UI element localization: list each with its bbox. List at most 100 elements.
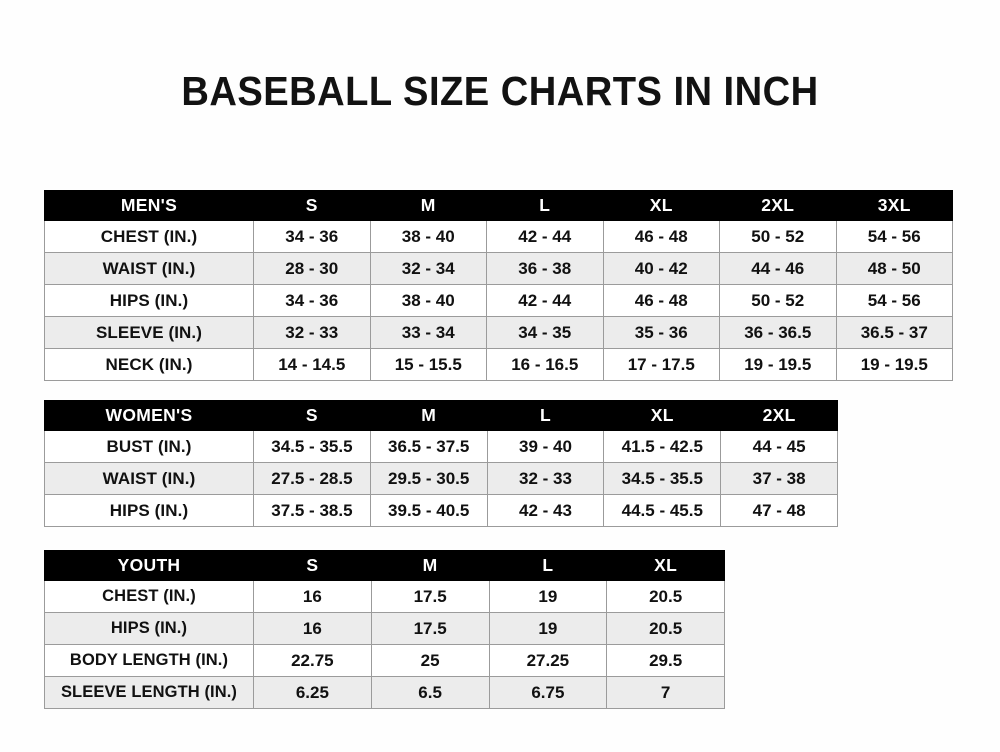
table-row: BODY LENGTH (IN.) 22.75 25 27.25 29.5 bbox=[44, 644, 725, 677]
womens-header-row: WOMEN'S S M L XL 2XL bbox=[44, 400, 838, 431]
womens-table-body: BUST (IN.) 34.5 - 35.5 36.5 - 37.5 39 - 40 4… bbox=[44, 430, 838, 527]
mens-measurement-value: 50 - 52 bbox=[719, 220, 837, 253]
youth-table-body: CHEST (IN.) 16 17.5 19 20.5 HIPS (IN.) 16 17.5 1… bbox=[44, 580, 725, 709]
youth-measurement-value: 22.75 bbox=[253, 644, 372, 677]
womens-measurement-value: 34.5 - 35.5 bbox=[253, 430, 371, 463]
mens-measurement-value: 14 - 14.5 bbox=[253, 348, 371, 381]
table-row: CHEST (IN.) 34 - 36 38 - 40 42 - 44 46 - 48 5… bbox=[44, 220, 953, 253]
womens-measurement-value: 39.5 - 40.5 bbox=[369, 494, 488, 527]
mens-measurement-value: 16 - 16.5 bbox=[486, 348, 604, 381]
youth-measurement-value: 17.5 bbox=[370, 580, 490, 613]
youth-measurement-label: HIPS (IN.) bbox=[44, 612, 254, 645]
womens-measurement-label: BUST (IN.) bbox=[44, 430, 254, 463]
womens-measurement-value: 37.5 - 38.5 bbox=[253, 494, 371, 527]
youth-measurement-label: BODY LENGTH (IN.) bbox=[44, 644, 254, 677]
mens-measurement-value: 19 - 19.5 bbox=[719, 348, 837, 381]
youth-measurement-value: 25 bbox=[370, 644, 490, 677]
mens-measurement-value: 32 - 33 bbox=[253, 316, 371, 349]
womens-size-header-s: S bbox=[253, 400, 371, 431]
womens-measurement-value: 42 - 43 bbox=[486, 494, 605, 527]
mens-measurement-value: 46 - 48 bbox=[602, 220, 720, 253]
mens-measurement-label: SLEEVE (IN.) bbox=[44, 316, 254, 349]
mens-measurement-value: 33 - 34 bbox=[369, 316, 487, 349]
womens-measurement-value: 27.5 - 28.5 bbox=[253, 462, 371, 495]
mens-measurement-value: 32 - 34 bbox=[369, 252, 487, 285]
table-row: NECK (IN.) 14 - 14.5 15 - 15.5 16 - 16.5 17 … bbox=[44, 348, 953, 381]
mens-table-body: CHEST (IN.) 34 - 36 38 - 40 42 - 44 46 - 48 5… bbox=[44, 220, 953, 381]
mens-category-label: MEN'S bbox=[44, 190, 254, 221]
page-title: BASEBALL SIZE CHARTS IN INCH bbox=[181, 68, 819, 114]
womens-measurement-value: 32 - 33 bbox=[486, 462, 605, 495]
womens-measurement-value: 36.5 - 37.5 bbox=[369, 430, 488, 463]
womens-size-header-2xl: 2XL bbox=[720, 400, 838, 431]
mens-size-header-xl: XL bbox=[602, 190, 720, 221]
youth-measurement-label: CHEST (IN.) bbox=[44, 580, 254, 613]
youth-measurement-value: 6.5 bbox=[370, 676, 490, 709]
womens-size-header-xl: XL bbox=[603, 400, 722, 431]
youth-category-label: YOUTH bbox=[44, 550, 254, 581]
womens-measurement-value: 41.5 - 42.5 bbox=[603, 430, 722, 463]
womens-measurement-label: HIPS (IN.) bbox=[44, 494, 254, 527]
womens-measurement-value: 29.5 - 30.5 bbox=[369, 462, 488, 495]
youth-measurement-value: 16 bbox=[253, 612, 372, 645]
mens-measurement-label: HIPS (IN.) bbox=[44, 284, 254, 317]
womens-measurement-value: 37 - 38 bbox=[720, 462, 838, 495]
mens-measurement-value: 34 - 36 bbox=[253, 220, 371, 253]
mens-measurement-value: 50 - 52 bbox=[719, 284, 837, 317]
youth-table-head: YOUTH S M L XL bbox=[44, 550, 725, 581]
mens-measurement-value: 17 - 17.5 bbox=[602, 348, 720, 381]
youth-measurement-value: 27.25 bbox=[488, 644, 608, 677]
womens-measurement-value: 44.5 - 45.5 bbox=[603, 494, 722, 527]
youth-measurement-value: 16 bbox=[253, 580, 372, 613]
youth-measurement-value: 6.75 bbox=[488, 676, 608, 709]
mens-header-row: MEN'S S M L XL 2XL 3XL bbox=[44, 190, 953, 221]
youth-measurement-value: 20.5 bbox=[606, 612, 725, 645]
womens-measurement-value: 47 - 48 bbox=[720, 494, 838, 527]
table-row: CHEST (IN.) 16 17.5 19 20.5 bbox=[44, 580, 725, 613]
mens-measurement-value: 54 - 56 bbox=[835, 220, 953, 253]
mens-measurement-value: 42 - 44 bbox=[486, 220, 604, 253]
youth-measurement-value: 19 bbox=[488, 580, 608, 613]
mens-measurement-value: 42 - 44 bbox=[486, 284, 604, 317]
mens-size-header-s: S bbox=[253, 190, 371, 221]
mens-measurement-value: 34 - 36 bbox=[253, 284, 371, 317]
youth-measurement-value: 29.5 bbox=[606, 644, 725, 677]
youth-size-header-m: M bbox=[370, 550, 490, 581]
youth-measurement-value: 7 bbox=[606, 676, 725, 709]
womens-category-label: WOMEN'S bbox=[44, 400, 254, 431]
youth-size-header-xl: XL bbox=[606, 550, 725, 581]
mens-measurement-value: 19 - 19.5 bbox=[835, 348, 953, 381]
mens-measurement-value: 40 - 42 bbox=[602, 252, 720, 285]
womens-size-table: WOMEN'S S M L XL 2XL BUST (IN.) 34.5 - 35.5 36.… bbox=[44, 400, 838, 527]
mens-measurement-value: 38 - 40 bbox=[369, 220, 487, 253]
table-row: SLEEVE (IN.) 32 - 33 33 - 34 34 - 35 35 - 36… bbox=[44, 316, 953, 349]
mens-measurement-value: 35 - 36 bbox=[602, 316, 720, 349]
womens-measurement-label: WAIST (IN.) bbox=[44, 462, 254, 495]
mens-size-header-3xl: 3XL bbox=[835, 190, 953, 221]
youth-header-row: YOUTH S M L XL bbox=[44, 550, 725, 581]
mens-measurement-value: 36 - 38 bbox=[486, 252, 604, 285]
womens-table-head: WOMEN'S S M L XL 2XL bbox=[44, 400, 838, 431]
mens-measurement-value: 46 - 48 bbox=[602, 284, 720, 317]
youth-measurement-value: 19 bbox=[488, 612, 608, 645]
youth-size-header-s: S bbox=[253, 550, 372, 581]
womens-measurement-value: 44 - 45 bbox=[720, 430, 838, 463]
mens-size-header-m: M bbox=[369, 190, 487, 221]
table-row: WAIST (IN.) 28 - 30 32 - 34 36 - 38 40 - 42 4… bbox=[44, 252, 953, 285]
table-row: HIPS (IN.) 16 17.5 19 20.5 bbox=[44, 612, 725, 645]
mens-table-head: MEN'S S M L XL 2XL 3XL bbox=[44, 190, 953, 221]
table-row: BUST (IN.) 34.5 - 35.5 36.5 - 37.5 39 - 40 4… bbox=[44, 430, 838, 463]
mens-size-header-l: L bbox=[486, 190, 604, 221]
womens-size-header-l: L bbox=[486, 400, 605, 431]
mens-measurement-value: 36 - 36.5 bbox=[719, 316, 837, 349]
table-row: HIPS (IN.) 34 - 36 38 - 40 42 - 44 46 - 48 50… bbox=[44, 284, 953, 317]
table-row: WAIST (IN.) 27.5 - 28.5 29.5 - 30.5 32 - 33… bbox=[44, 462, 838, 495]
youth-measurement-value: 20.5 bbox=[606, 580, 725, 613]
mens-measurement-value: 28 - 30 bbox=[253, 252, 371, 285]
youth-measurement-label: SLEEVE LENGTH (IN.) bbox=[44, 676, 254, 709]
youth-size-table: YOUTH S M L XL CHEST (IN.) 16 17.5 19 20.5 HIPS (… bbox=[44, 550, 725, 709]
mens-measurement-value: 54 - 56 bbox=[835, 284, 953, 317]
table-row: SLEEVE LENGTH (IN.) 6.25 6.5 6.75 7 bbox=[44, 676, 725, 709]
mens-measurement-value: 36.5 - 37 bbox=[835, 316, 953, 349]
